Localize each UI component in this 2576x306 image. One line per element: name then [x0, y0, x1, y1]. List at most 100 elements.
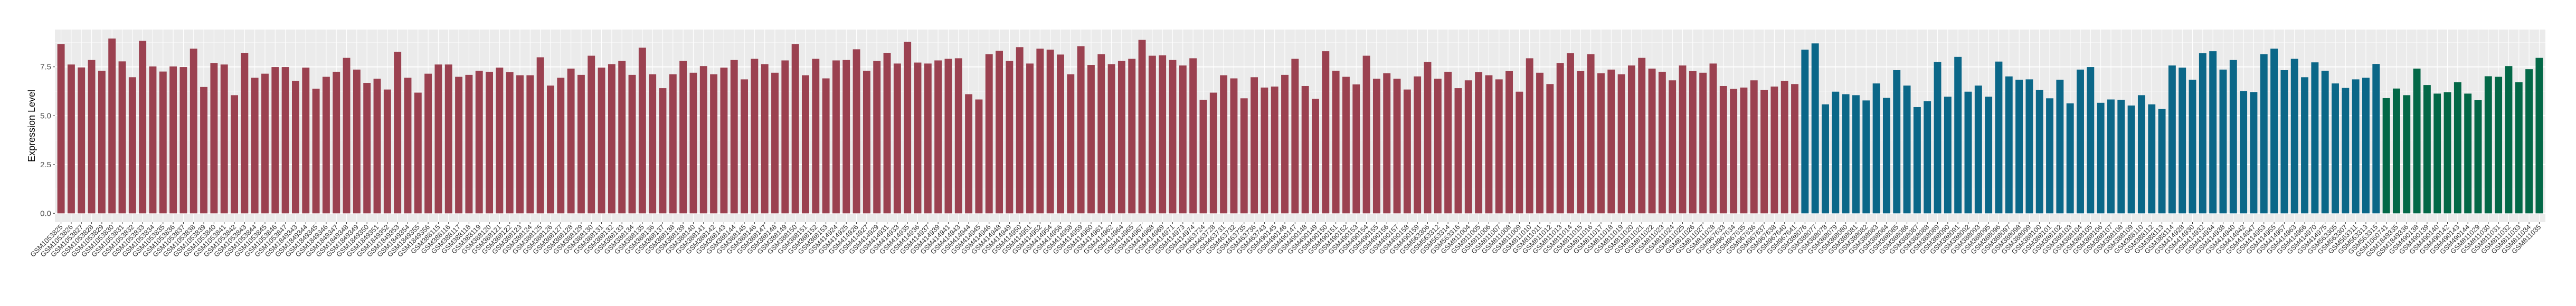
bar	[618, 61, 626, 214]
bar	[2077, 69, 2084, 214]
bar	[373, 79, 381, 214]
bar	[1760, 90, 1768, 214]
bar	[444, 64, 452, 214]
bar	[1291, 59, 1299, 214]
bar	[2005, 76, 2013, 214]
bar	[761, 64, 769, 214]
y-tick-label: 0.0	[40, 209, 51, 218]
bar	[914, 62, 922, 214]
bar	[1934, 62, 1942, 214]
bar	[516, 75, 524, 214]
bar	[1822, 104, 1829, 214]
bar	[557, 78, 565, 214]
bar	[2189, 80, 2196, 214]
bar	[1924, 101, 1931, 214]
bar	[1332, 71, 1340, 214]
bar	[1454, 88, 1462, 214]
bar	[1699, 72, 1707, 214]
bar	[1097, 54, 1105, 214]
bar	[1383, 73, 1391, 214]
bar	[1281, 74, 1289, 214]
bar	[1781, 81, 1788, 214]
bar	[1730, 89, 1738, 214]
bar	[965, 94, 973, 214]
bar	[1342, 77, 1350, 214]
bar	[536, 57, 544, 214]
bar	[1016, 47, 1024, 214]
bar	[1128, 59, 1136, 214]
bar	[1393, 79, 1401, 214]
bar	[2087, 67, 2095, 214]
bar	[1832, 91, 1840, 214]
bar	[1475, 72, 1483, 214]
y-axis-title: Expression Level	[26, 90, 37, 162]
bar	[353, 69, 361, 214]
bar	[1954, 56, 1962, 214]
bar	[1209, 92, 1217, 214]
bar	[2035, 90, 2043, 214]
bar	[1444, 71, 1452, 214]
bar	[2444, 92, 2451, 214]
bar	[2413, 69, 2421, 214]
bar	[2290, 59, 2298, 214]
bar	[363, 83, 371, 214]
bar	[649, 74, 657, 214]
bar	[1567, 53, 1574, 214]
bar	[1046, 50, 1054, 214]
bar	[190, 49, 197, 214]
bar	[802, 75, 809, 214]
bar	[1597, 73, 1605, 214]
bar	[1220, 75, 1228, 214]
bar	[496, 68, 504, 214]
bar	[2137, 95, 2145, 214]
bar	[2025, 79, 2033, 214]
bar	[2392, 88, 2400, 214]
bar	[322, 77, 330, 214]
bar	[1617, 74, 1625, 214]
bars	[57, 39, 2543, 214]
bar	[383, 89, 391, 214]
bar	[751, 59, 759, 214]
bar	[822, 78, 830, 214]
bar	[2148, 104, 2156, 214]
bar	[904, 42, 912, 214]
bar	[2250, 92, 2258, 214]
y-axis: 0.0 2.5 5.0 7.5	[40, 63, 55, 218]
bar	[526, 75, 534, 214]
bar	[1862, 100, 1870, 214]
bar	[1107, 64, 1115, 214]
bar	[791, 44, 799, 214]
bar	[1148, 55, 1156, 214]
bar	[139, 41, 147, 214]
bar	[2117, 100, 2125, 214]
bar	[2474, 100, 2482, 214]
x-axis: GSM1053825GSM1053826GSM1053827GSM1053828…	[29, 222, 2543, 259]
bar	[1750, 80, 1758, 214]
bar	[271, 67, 279, 214]
bar	[1159, 55, 1167, 214]
bar	[1322, 51, 1330, 214]
bar	[1587, 54, 1595, 214]
bar	[2403, 95, 2411, 214]
bar	[1138, 40, 1146, 214]
bar	[1770, 87, 1778, 214]
bar	[741, 79, 749, 214]
bar	[1067, 74, 1075, 214]
bar	[2240, 91, 2248, 214]
bar	[2097, 102, 2105, 214]
bar	[2168, 65, 2176, 214]
bar	[924, 63, 932, 214]
bar	[1872, 83, 1880, 214]
bar	[424, 73, 432, 214]
bar	[220, 64, 228, 214]
bar	[1516, 91, 1523, 214]
bar	[1230, 78, 1238, 214]
bar	[486, 71, 493, 214]
bar	[1352, 84, 1360, 214]
bar	[2219, 69, 2227, 214]
bar	[1526, 58, 1533, 214]
bar	[1301, 85, 1309, 214]
bar	[1372, 79, 1380, 214]
bar	[2362, 78, 2370, 214]
